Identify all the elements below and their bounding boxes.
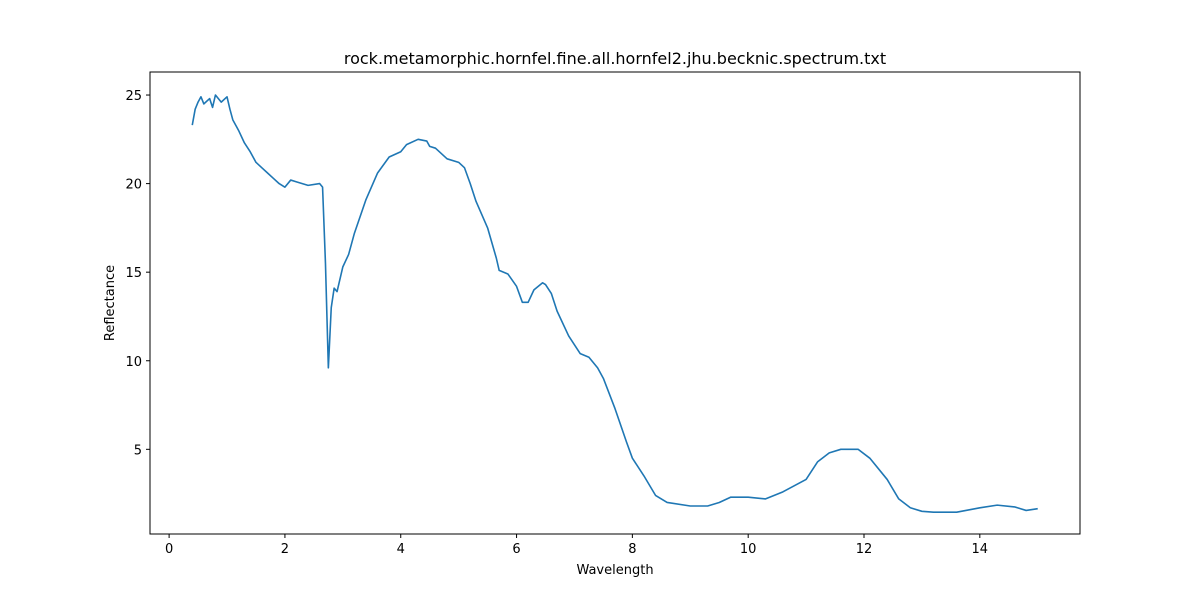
x-tick-label: 10: [740, 542, 757, 557]
x-tick-label: 12: [856, 542, 873, 557]
y-tick-label: 25: [125, 89, 142, 104]
y-axis-label: Reflectance: [103, 265, 118, 341]
line-series: [191, 94, 1038, 514]
x-tick-label: 0: [165, 542, 173, 557]
y-tick-label: 5: [134, 443, 142, 458]
chart-title: rock.metamorphic.hornfel.fine.all.hornfe…: [344, 49, 886, 68]
y-tick-label: 20: [125, 178, 142, 193]
y-tick-label: 10: [125, 355, 142, 370]
x-tick-label: 2: [281, 542, 289, 557]
x-tick-label: 6: [512, 542, 520, 557]
x-axis-label: Wavelength: [576, 563, 653, 578]
y-tick-label: 15: [125, 266, 142, 281]
plot-frame: [149, 71, 1081, 535]
x-tick-label: 8: [628, 542, 636, 557]
x-tick-label: 14: [972, 542, 989, 557]
x-tick-label: 4: [397, 542, 405, 557]
